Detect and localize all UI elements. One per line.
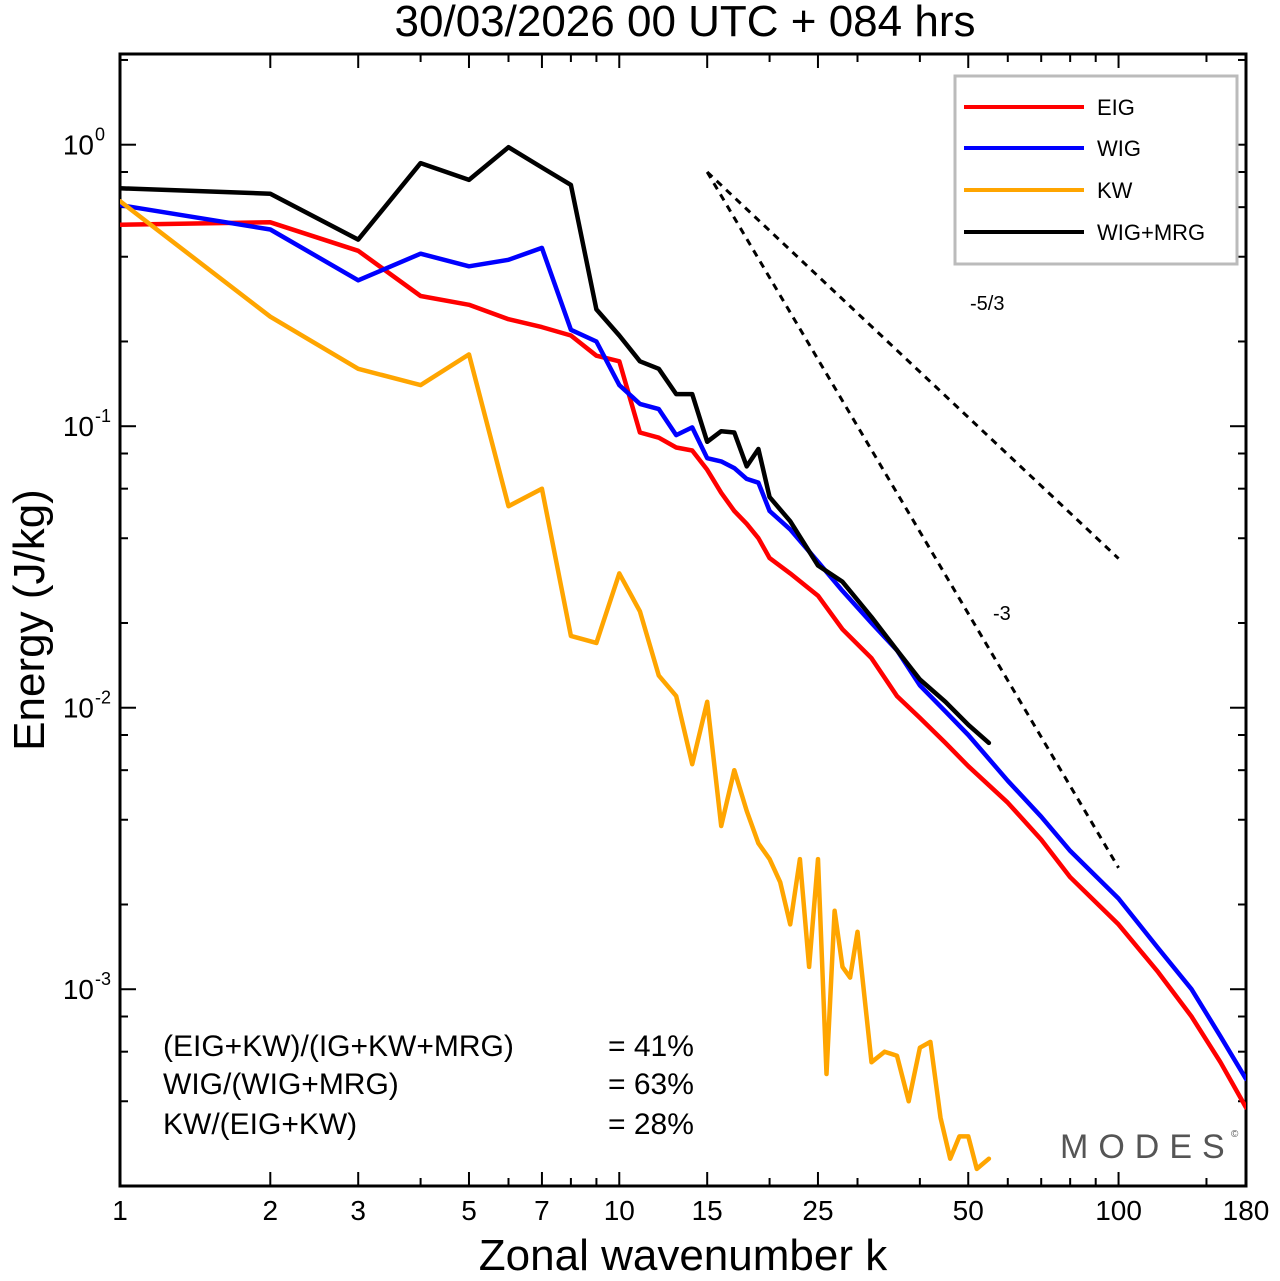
series-line-wig-mrg (120, 144, 992, 746)
annotation-value-eig-kw-ratio: = 41% (608, 1030, 694, 1063)
annotation-value-kw-ratio: = 28% (608, 1108, 694, 1141)
x-tick-label: 15 (692, 1195, 723, 1226)
x-tick-label: 25 (802, 1195, 833, 1226)
annotation-label-kw-ratio: KW/(EIG+KW) (163, 1108, 357, 1141)
series-line-wig (120, 202, 1246, 1082)
reference-slope-lines (705, 170, 1120, 869)
y-tick-label: 10 (63, 411, 94, 442)
x-tick-label: 10 (604, 1195, 635, 1226)
y-tick-exponent: -2 (95, 688, 111, 708)
slope-label-three: -3 (993, 603, 1011, 625)
reference-line-five-thirds (706, 170, 1120, 560)
legend-label-wig: WIG (1097, 136, 1141, 161)
legend-label-wig-mrg: WIG+MRG (1097, 220, 1205, 245)
modes-watermark: MODES (1060, 1128, 1235, 1166)
x-axis-label: Zonal wavenumber k (479, 1231, 888, 1280)
annotation-label-eig-kw-ratio: (EIG+KW)/(IG+KW+MRG) (163, 1030, 514, 1063)
annotation-value-wig-ratio: = 63% (608, 1068, 694, 1101)
y-tick-exponent: -1 (95, 406, 111, 426)
x-tick-label: 7 (534, 1195, 550, 1226)
annotation-label-wig-ratio: WIG/(WIG+MRG) (163, 1068, 399, 1101)
plot-area-frame (118, 52, 1248, 1188)
y-tick-exponent: 0 (95, 125, 105, 145)
legend-label-eig: EIG (1097, 95, 1135, 120)
x-tick-label: 5 (461, 1195, 477, 1226)
ratio-annotations: (EIG+KW)/(IG+KW+MRG) = 41% WIG/(WIG+MRG)… (163, 1030, 694, 1141)
reference-line-three (705, 171, 1120, 869)
chart-title: 30/03/2026 00 UTC + 084 hrs (395, 0, 976, 46)
x-tick-label: 3 (350, 1195, 366, 1226)
x-tick-label: 2 (263, 1195, 279, 1226)
y-tick-label: 10 (63, 693, 94, 724)
y-axis-label: Energy (J/kg) (5, 489, 54, 751)
copyright-mark: © (1231, 1129, 1239, 1140)
x-tick-label: 50 (953, 1195, 984, 1226)
series-line-eig (120, 220, 1246, 1110)
slope-label-five-thirds: -5/3 (970, 293, 1004, 315)
x-tick-label: 1 (112, 1195, 128, 1226)
y-tick-label: 10 (63, 130, 94, 161)
y-tick-exponent: -3 (95, 969, 111, 989)
data-series (120, 144, 1246, 1172)
x-tick-label: 180 (1223, 1195, 1270, 1226)
series-line-kw (120, 198, 992, 1172)
x-tick-label: 100 (1095, 1195, 1142, 1226)
legend-label-kw: KW (1097, 178, 1133, 203)
legend: EIG WIG KW WIG+MRG (953, 74, 1239, 266)
y-tick-label: 10 (63, 974, 94, 1005)
